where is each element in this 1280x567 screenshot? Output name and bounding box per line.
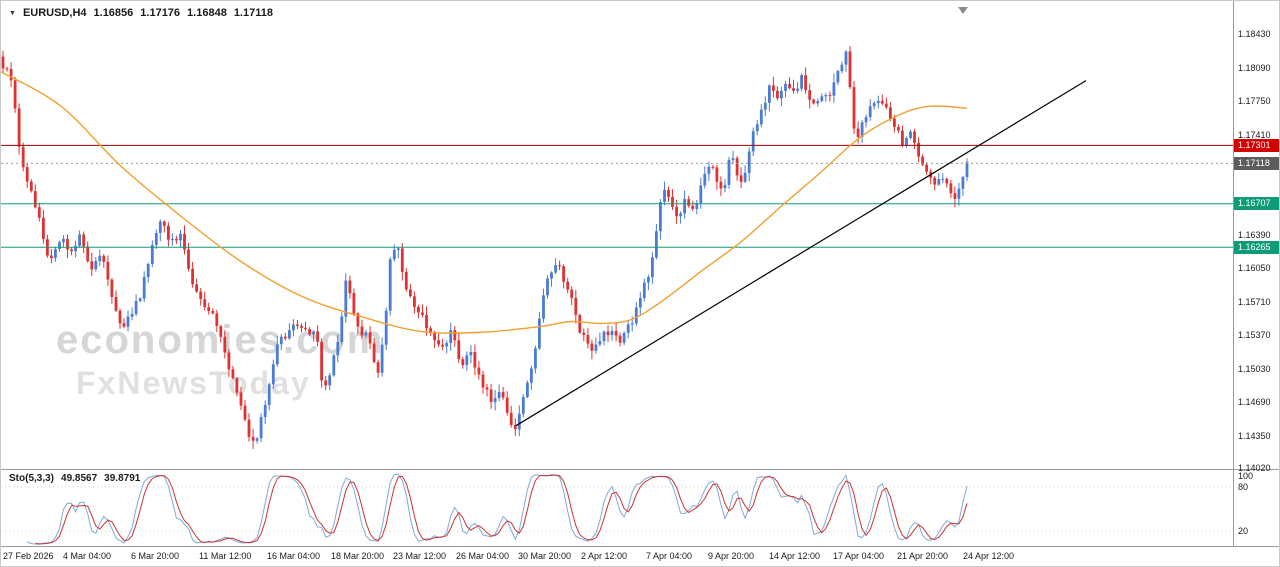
y-axis-tick: 1.18430 — [1238, 29, 1271, 40]
y-axis-tick: 1.17750 — [1238, 96, 1271, 107]
x-axis-label: 2 Apr 12:00 — [581, 551, 628, 561]
x-axis-label: 9 Apr 20:00 — [708, 551, 755, 561]
resistance-price-tag: 1.17301 — [1234, 138, 1279, 152]
stoch-signal-value: 39.8791 — [104, 473, 141, 484]
stoch-axis-tick: 80 — [1238, 481, 1249, 492]
y-axis-tick: 1.14690 — [1238, 397, 1271, 408]
low-value: 1.16848 — [187, 7, 227, 19]
stochastic-header: Sto(5,3,3) 49.8567 39.8791 — [9, 473, 140, 484]
x-axis-label: 16 Mar 04:00 — [267, 551, 321, 561]
x-axis-label: 21 Apr 20:00 — [897, 551, 949, 561]
stoch-label: Sto(5,3,3) — [9, 473, 55, 484]
stoch-signal-line — [35, 474, 968, 545]
x-axis-label: 7 Apr 04:00 — [646, 551, 693, 561]
ascending-trendline[interactable] — [515, 80, 1087, 427]
symbol-timeframe: EURUSD,H4 — [22, 7, 87, 19]
x-axis-label: 30 Mar 20:00 — [518, 551, 572, 561]
y-axis-tick: 1.14020 — [1238, 463, 1271, 474]
watermark: economies.com FxNewsToday — [56, 319, 384, 401]
x-axis-label: 17 Apr 04:00 — [833, 551, 885, 561]
y-axis-tick: 1.15370 — [1238, 330, 1271, 341]
x-axis-label: 4 Mar 04:00 — [63, 551, 112, 561]
y-axis-tick: 1.16050 — [1238, 263, 1271, 274]
open-value: 1.16856 — [93, 7, 134, 19]
x-axis-label: 26 Mar 04:00 — [456, 551, 510, 561]
watermark-line1: economies.com — [56, 318, 385, 362]
x-axis-label: 23 Mar 12:00 — [393, 551, 447, 561]
x-axis-label: 6 Mar 20:00 — [131, 551, 180, 561]
y-axis-tick: 1.16390 — [1238, 230, 1271, 240]
y-axis-tick: 1.15030 — [1238, 363, 1271, 374]
support-price-tag-1: 1.16707 — [1234, 197, 1279, 211]
close-value: 1.17118 — [233, 7, 273, 19]
bid-price-tag: 1.17118 — [1234, 156, 1279, 170]
x-axis-label: 18 Mar 20:00 — [331, 551, 385, 561]
stoch-axis-tick: 100 — [1238, 471, 1254, 481]
stoch-axis-tick: 20 — [1238, 526, 1249, 537]
chart-header: ▼ EURUSD,H4 1.16856 1.17176 1.16848 1.17… — [9, 7, 273, 19]
x-axis-label: 24 Apr 12:00 — [963, 551, 1015, 561]
support-price-tag-2: 1.16265 — [1234, 240, 1279, 254]
collapse-triangle-icon[interactable]: ▼ — [9, 9, 16, 17]
y-axis-tick: 1.14350 — [1238, 430, 1271, 441]
candles-layer[interactable] — [1, 46, 969, 449]
stoch-main-value: 49.8567 — [61, 473, 98, 484]
stoch-main-line — [27, 473, 968, 545]
moving-average-line[interactable] — [1, 71, 968, 334]
x-axis-label: 14 Apr 12:00 — [769, 551, 821, 561]
y-axis-tick: 1.18090 — [1238, 62, 1271, 73]
y-axis-tick: 1.15710 — [1238, 296, 1271, 307]
high-value: 1.17176 — [140, 7, 181, 19]
chart-shift-icon[interactable] — [958, 7, 968, 14]
x-axis-label: 11 Mar 12:00 — [199, 551, 252, 561]
y-axis-tick: 1.17410 — [1238, 129, 1271, 140]
x-axis-label: 27 Feb 2026 — [3, 551, 54, 561]
